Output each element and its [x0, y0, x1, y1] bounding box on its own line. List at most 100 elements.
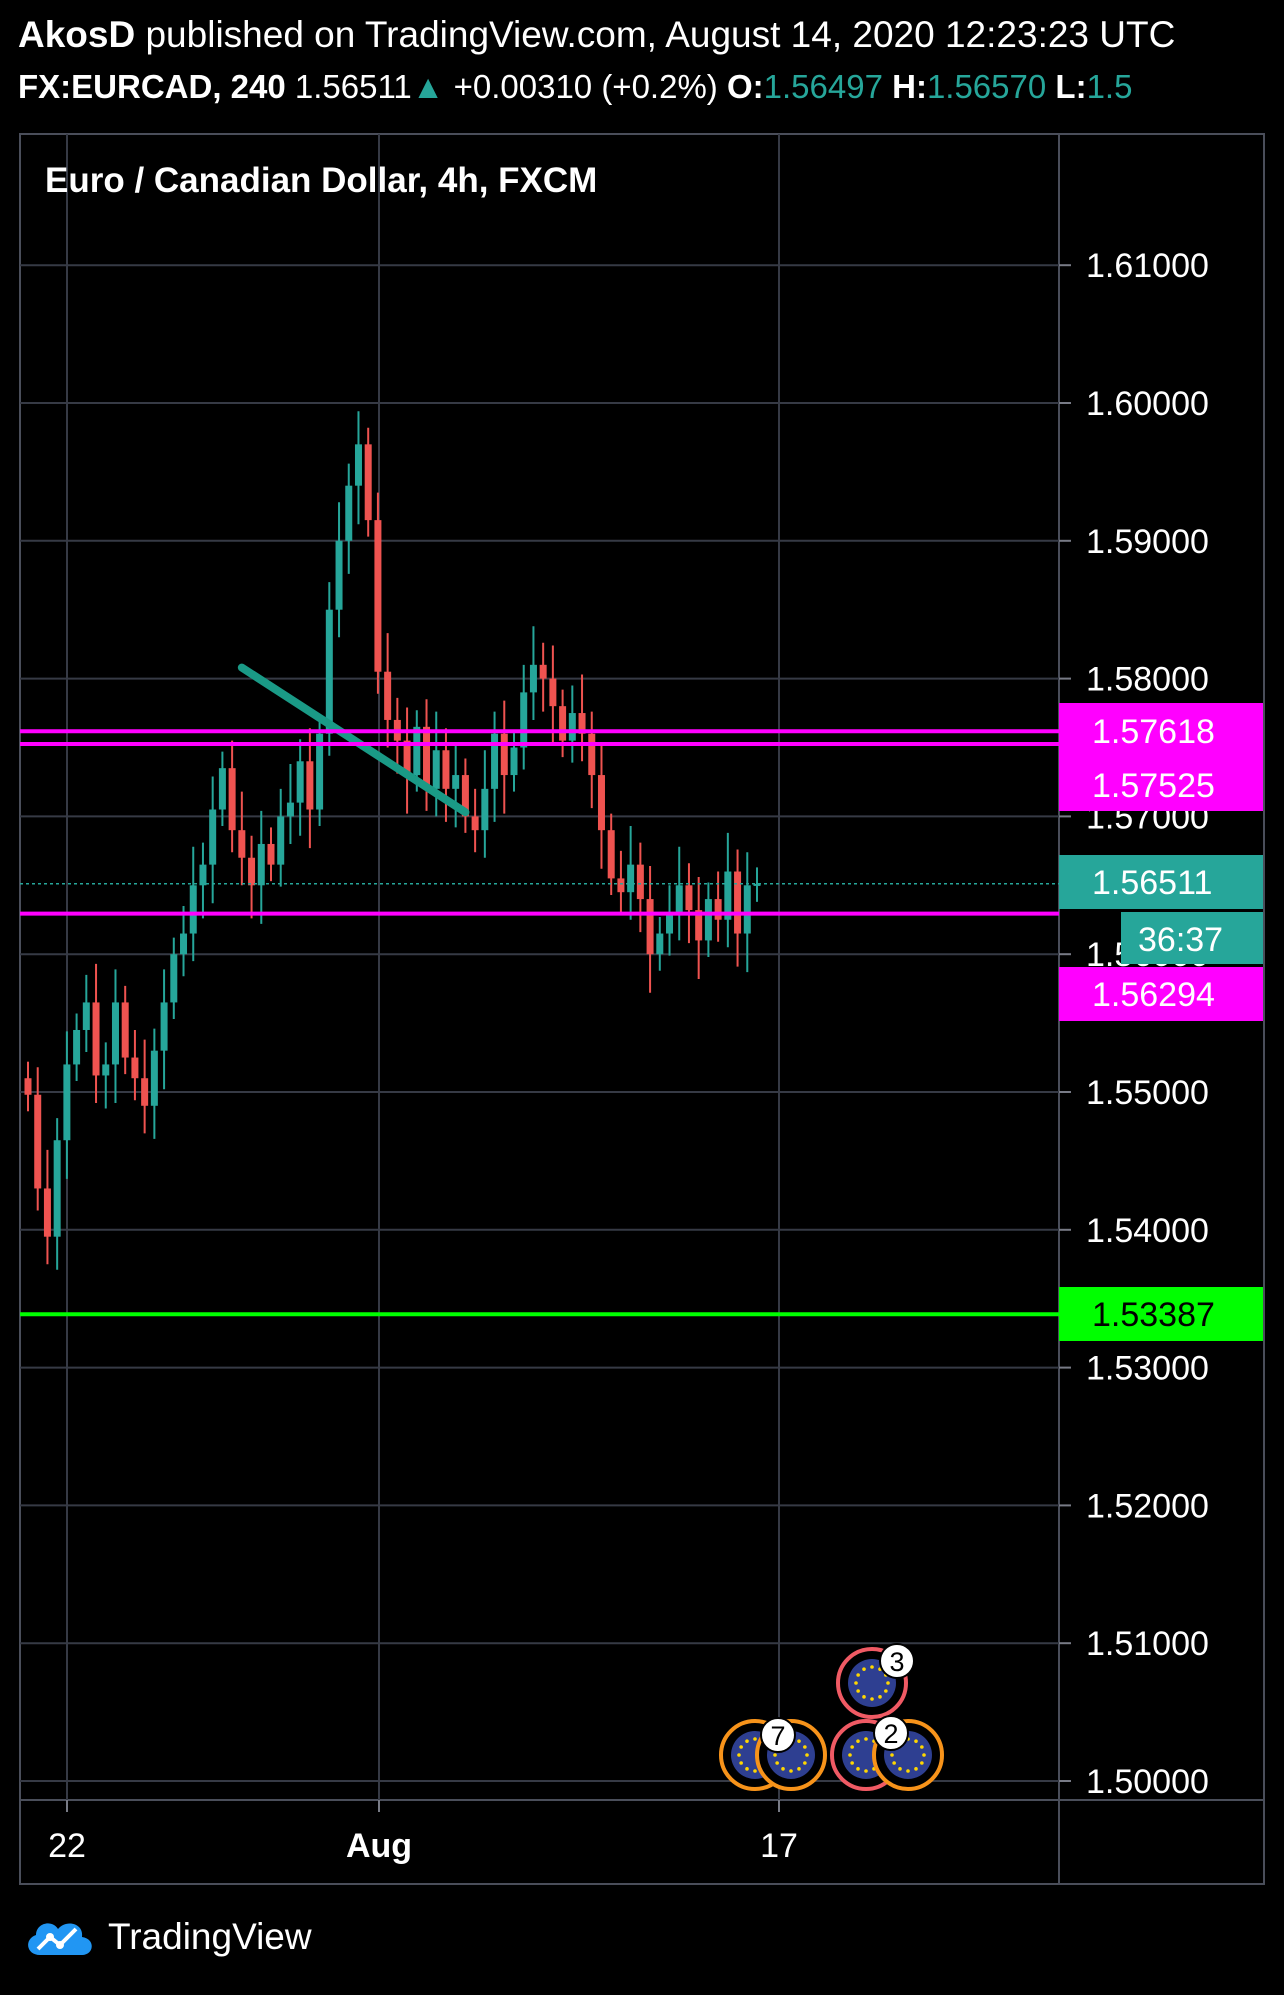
- candle-body: [510, 747, 518, 776]
- candle-body: [267, 843, 275, 865]
- chart-frame: [19, 133, 1265, 1885]
- candle-body: [753, 883, 761, 886]
- eu-flag-star-icon: [775, 1761, 779, 1765]
- eu-flag-star-icon: [850, 1761, 854, 1765]
- price-tick-label: 1.51000: [1086, 1625, 1209, 1663]
- price-tick-label: 1.60000: [1086, 385, 1209, 423]
- countdown-label-bg: [1121, 912, 1263, 964]
- candle-body: [520, 692, 528, 748]
- eu-flag-star-icon: [745, 1767, 749, 1771]
- candle-body: [170, 954, 178, 1003]
- brand-name: TradingView: [108, 1916, 312, 1957]
- author-name[interactable]: AkosD: [18, 14, 136, 55]
- eu-flag-star-icon: [878, 1695, 882, 1699]
- eu-flag-star-icon: [922, 1753, 926, 1757]
- high-label: H:: [892, 68, 927, 105]
- candle-body: [102, 1064, 110, 1076]
- eu-flag-star-icon: [886, 1681, 890, 1685]
- tradingview-cloud-logo-icon[interactable]: [22, 1915, 98, 1959]
- level-label: 1.56294: [1092, 976, 1215, 1014]
- eu-flag-star-icon: [803, 1745, 807, 1749]
- eu-flag-star-icon: [737, 1753, 741, 1757]
- candle-body: [471, 816, 479, 831]
- candle-body: [432, 750, 440, 789]
- trendline-drawing[interactable]: [237, 663, 470, 817]
- event-count-label: 7: [770, 1721, 785, 1751]
- candle-body: [568, 713, 576, 741]
- candle-body: [306, 761, 314, 810]
- candle-body: [666, 912, 674, 934]
- price-tick-label: 1.55000: [1086, 1074, 1209, 1112]
- candle-body: [180, 933, 188, 955]
- candle-body: [238, 830, 246, 858]
- price-tick-label: 1.58000: [1086, 661, 1209, 699]
- level-label-lower-bg: [1059, 967, 1263, 1021]
- candle-body: [286, 802, 294, 817]
- eu-flag-star-icon: [856, 1689, 860, 1693]
- eu-flag-star-icon: [850, 1745, 854, 1749]
- level-label: 1.57618: [1092, 713, 1215, 751]
- symbol-info: FX:EURCAD, 240 1.56511▲ +0.00310 (+0.2%)…: [18, 68, 1284, 106]
- level-label-green-bg: [1059, 1287, 1263, 1341]
- time-tick-label: 22: [48, 1827, 86, 1865]
- eu-flag-star-icon: [856, 1739, 860, 1743]
- eu-flag-star-icon: [848, 1753, 852, 1757]
- current-price-label: 1.56511: [1092, 864, 1212, 902]
- level-label: 1.57525: [1092, 767, 1215, 805]
- last-price: 1.56511: [294, 68, 412, 105]
- candle-body: [335, 540, 343, 610]
- candle-body: [316, 733, 324, 810]
- candle-body: [34, 1094, 42, 1189]
- candle-body: [325, 609, 333, 734]
- price-tick-label: 1.53000: [1086, 1350, 1209, 1388]
- candle-body: [374, 520, 382, 672]
- price-change: +0.00310 (+0.2%): [453, 68, 718, 105]
- candle-body: [111, 1002, 119, 1065]
- eu-flag-star-icon: [914, 1767, 918, 1771]
- candle-body: [189, 885, 197, 934]
- candle-body: [141, 1078, 149, 1106]
- candle-body: [734, 871, 742, 934]
- price-tick-label: 1.61000: [1086, 247, 1209, 285]
- eu-flag-star-icon: [739, 1745, 743, 1749]
- time-tick-label: Aug: [346, 1827, 412, 1865]
- candle-body: [248, 857, 256, 886]
- low-label: L:: [1055, 68, 1087, 105]
- candle-body: [92, 1002, 100, 1076]
- event-count-badge: [873, 1715, 909, 1751]
- eu-flag-star-icon: [805, 1753, 809, 1757]
- candle-body: [131, 1057, 139, 1079]
- candle-body: [549, 678, 557, 707]
- candle-body: [743, 885, 751, 934]
- eu-flag-star-icon: [753, 1769, 757, 1773]
- candle-body: [617, 878, 625, 893]
- candle-body: [578, 713, 586, 734]
- high-value: 1.56570: [926, 68, 1047, 105]
- candle-body: [529, 664, 537, 693]
- eu-flag-star-icon: [864, 1737, 868, 1741]
- candle-body: [724, 871, 732, 920]
- eu-flag-star-icon: [856, 1767, 860, 1771]
- eu-flag-star-icon: [870, 1665, 874, 1669]
- candle-body: [296, 761, 304, 803]
- price-tick-label: 1.59000: [1086, 523, 1209, 561]
- eu-flag-star-icon: [914, 1739, 918, 1743]
- eu-flag-star-icon: [789, 1769, 793, 1773]
- candle-body: [403, 740, 411, 776]
- candle-body: [354, 444, 362, 486]
- up-arrow-icon: ▲: [411, 68, 445, 105]
- eu-flag-star-icon: [781, 1767, 785, 1771]
- event-count-label: 3: [889, 1647, 904, 1677]
- eu-flag-star-icon: [890, 1753, 894, 1757]
- eu-flag-star-icon: [773, 1753, 777, 1757]
- candle-body: [121, 1002, 129, 1058]
- candle-body: [500, 733, 508, 776]
- eu-flag-star-icon: [898, 1767, 902, 1771]
- candle-body: [73, 1029, 81, 1065]
- eu-flag-star-icon: [753, 1737, 757, 1741]
- published-text: published on TradingView.com, August 14,…: [145, 14, 1176, 55]
- candle-body: [607, 830, 615, 879]
- candle-body: [43, 1188, 51, 1237]
- eu-flag-star-icon: [862, 1695, 866, 1699]
